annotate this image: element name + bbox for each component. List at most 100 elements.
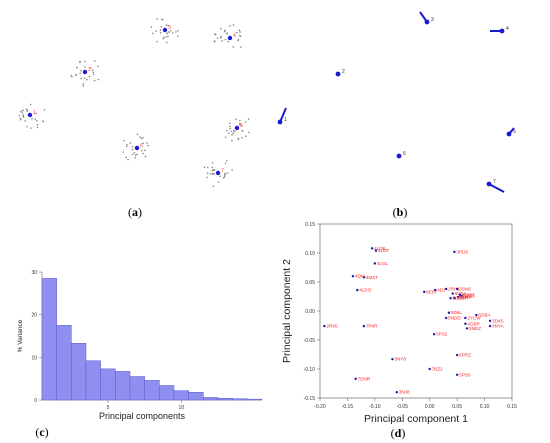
point-label: 3D4S xyxy=(492,318,504,323)
point-label: 3NY8 xyxy=(394,357,406,362)
cluster-dot xyxy=(36,126,39,129)
x-tick-label: -0.15 xyxy=(342,404,354,410)
cluster-dot xyxy=(147,144,149,147)
marker-7: 7 xyxy=(486,179,505,193)
point-5NDD xyxy=(444,316,448,320)
cluster-dot xyxy=(79,60,81,63)
point-4LDF xyxy=(374,249,378,252)
cluster-dot xyxy=(237,138,240,141)
marker-label: 7 xyxy=(493,179,496,185)
cluster-label: 4 xyxy=(233,33,236,39)
cluster-dot xyxy=(177,29,179,32)
point-label: 5D6L xyxy=(451,310,462,315)
bar-3 xyxy=(71,343,87,401)
point-label: 2RH1 xyxy=(448,286,460,291)
cluster-dot xyxy=(92,71,95,74)
cluster-dot xyxy=(217,181,220,184)
cluster-dot xyxy=(229,122,231,125)
cluster-dot xyxy=(26,109,29,112)
point-6N48 xyxy=(457,295,460,299)
cluster-3: 3 xyxy=(150,18,179,44)
point-4LOL xyxy=(373,262,377,265)
bar-12 xyxy=(203,397,219,401)
marker-2: 2 xyxy=(335,69,345,77)
cluster-dot xyxy=(82,85,85,87)
cluster-dot xyxy=(165,24,168,26)
bar-11 xyxy=(188,392,204,401)
cluster-dot xyxy=(224,172,226,175)
cluster-dot xyxy=(134,156,136,159)
point-4QKL xyxy=(351,275,355,278)
marker-1: 1 xyxy=(277,107,287,125)
cluster-dot xyxy=(220,35,222,38)
cluster-dot xyxy=(18,114,21,117)
point-6E67 xyxy=(423,290,426,294)
point-label: 5NDD xyxy=(448,315,461,320)
cluster-dot xyxy=(165,41,168,44)
cluster-center xyxy=(215,170,221,176)
cluster-dot xyxy=(232,46,234,48)
cluster-dot xyxy=(223,174,226,177)
y-tick-label: -0.05 xyxy=(304,338,316,344)
cluster-dot xyxy=(86,78,88,81)
bar-10 xyxy=(173,390,189,401)
cluster-1: 1 xyxy=(18,103,46,129)
cluster-dot xyxy=(122,139,125,142)
y-axis-label: Principal component 2 xyxy=(281,259,293,363)
y-tick-label: 0.05 xyxy=(305,280,315,286)
cluster-center xyxy=(27,112,33,118)
cluster-center xyxy=(234,125,240,131)
point-5PS2 xyxy=(432,333,436,336)
point-7R4R xyxy=(362,324,366,328)
cluster-dot xyxy=(206,166,209,169)
point-2R4R xyxy=(453,297,456,300)
cluster-dot xyxy=(213,173,215,175)
point-label: 6N48 xyxy=(460,295,471,300)
cluster-dot xyxy=(222,177,225,179)
marker-arrow xyxy=(279,107,287,123)
marker-dot xyxy=(277,119,283,125)
point-4LDO xyxy=(356,288,359,292)
marker-arrow xyxy=(488,183,505,193)
point-2RH1 xyxy=(444,287,448,291)
cluster-dot xyxy=(31,117,33,120)
cluster-dot xyxy=(216,37,219,39)
cluster-dot xyxy=(144,155,147,158)
cluster-dot xyxy=(155,30,157,32)
cluster-dot xyxy=(83,77,86,79)
cluster-dot xyxy=(83,66,86,68)
cluster-dot xyxy=(92,73,95,76)
cluster-dot xyxy=(213,40,216,42)
cluster-dot xyxy=(20,110,22,113)
marker-3: 3 xyxy=(419,11,434,25)
point-4LDE xyxy=(370,247,374,250)
cluster-dot xyxy=(168,31,170,33)
cluster-dot xyxy=(43,108,46,111)
cluster-dot xyxy=(70,74,72,77)
point-label: 2R4S xyxy=(326,324,338,329)
cluster-dot xyxy=(35,112,37,115)
cluster-dot xyxy=(80,69,82,72)
marker-plot-b: 1 2 3 4 5 6 7 xyxy=(277,11,516,193)
point-7BZ2 xyxy=(428,367,431,371)
bar-4 xyxy=(85,360,101,401)
cluster-dot xyxy=(232,129,235,132)
point-3D4S xyxy=(488,319,492,323)
bar-5 xyxy=(100,368,116,401)
caption-b-letter: b xyxy=(396,205,404,219)
cluster-dot xyxy=(22,109,24,112)
cluster-dot xyxy=(131,148,134,151)
plot-frame xyxy=(319,223,513,399)
point-label: 4MXT xyxy=(366,275,378,280)
point-5D5A xyxy=(451,292,454,295)
cluster-dot xyxy=(213,33,216,35)
point-label: 6E67 xyxy=(426,289,437,294)
cluster-dot xyxy=(219,175,221,177)
cluster-dot xyxy=(213,169,216,171)
cluster-center xyxy=(162,27,168,33)
cluster-dot xyxy=(160,26,163,28)
cluster-dot xyxy=(211,166,214,169)
cluster-label: 6 xyxy=(140,143,143,149)
cluster-dot xyxy=(239,34,241,37)
cluster-dot xyxy=(234,130,236,133)
